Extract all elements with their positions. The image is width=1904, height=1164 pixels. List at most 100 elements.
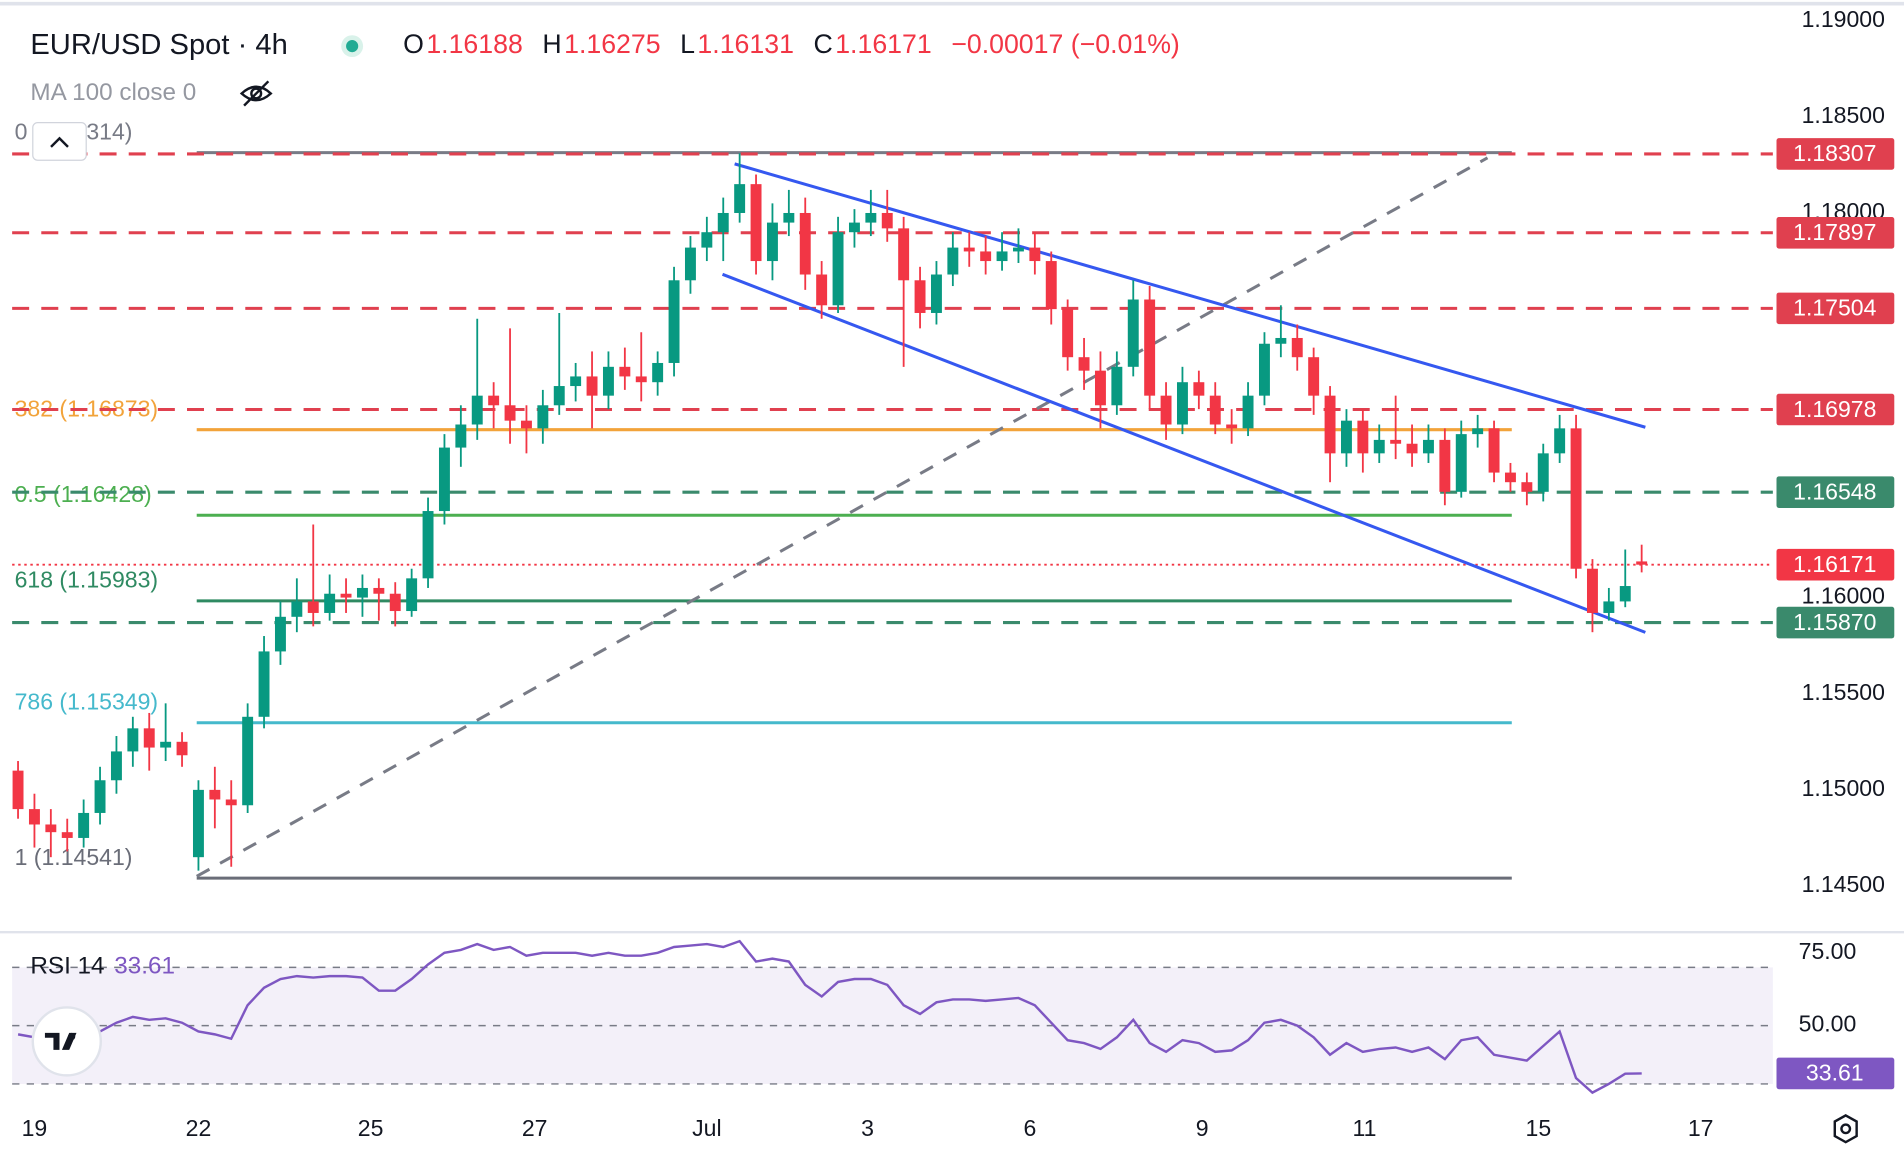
candle-body xyxy=(192,789,204,858)
candle-body xyxy=(1390,439,1402,444)
fib-trend-line xyxy=(195,156,1489,878)
quote-label: C xyxy=(813,29,832,59)
y-tick-label: 1.15500 xyxy=(1802,679,1885,705)
quote-change: −0.00017 (−0.01%) xyxy=(951,29,1180,59)
candle-body xyxy=(373,587,385,594)
candle-body xyxy=(504,405,516,421)
candle-body xyxy=(1537,453,1549,492)
candle-body xyxy=(1521,482,1533,492)
candle-body xyxy=(750,184,762,262)
candle-body xyxy=(406,578,418,612)
candle-body xyxy=(160,741,172,748)
candle-body xyxy=(1422,439,1434,454)
candle-body xyxy=(537,405,549,429)
front-layer: 1.145001.150001.155001.160001.180001.185… xyxy=(12,6,1895,1141)
candle-body xyxy=(980,251,992,262)
price-level-badge xyxy=(1776,606,1895,639)
fib-label: 1 (1.14541) xyxy=(15,844,133,870)
candle-body xyxy=(1340,420,1352,454)
price-level-label: 1.17504 xyxy=(1793,295,1877,321)
fib-label: 786 (1.15349) xyxy=(15,688,159,714)
candle-body xyxy=(324,593,336,613)
candle-body xyxy=(78,812,90,838)
price-level-badge xyxy=(1776,138,1895,170)
y-tick-label: 1.14500 xyxy=(1802,871,1885,897)
candle-body xyxy=(619,366,631,377)
channel-lower xyxy=(721,272,1646,634)
quote-value: 1.16171 xyxy=(835,29,931,59)
candle-body xyxy=(209,789,221,800)
collapse-chevron xyxy=(50,136,69,148)
price-level-label: 1.18307 xyxy=(1793,140,1876,166)
quote-value: 1.16275 xyxy=(564,29,660,59)
x-tick-label: 19 xyxy=(22,1115,48,1141)
candle-body xyxy=(520,420,532,429)
candle-body xyxy=(438,447,450,512)
x-tick-label: 15 xyxy=(1526,1115,1552,1141)
candle-body xyxy=(1308,357,1320,396)
quote-value: 1.16188 xyxy=(426,29,522,59)
candle-body xyxy=(881,212,893,229)
x-tick-label: Jul xyxy=(692,1115,721,1141)
candle-body xyxy=(45,824,57,833)
collapse-button[interactable] xyxy=(32,121,87,161)
price-level-label: 1.15870 xyxy=(1793,609,1876,635)
candle-body xyxy=(996,251,1008,262)
price-level-badge xyxy=(1776,393,1895,426)
y-tick-label: 1.18500 xyxy=(1802,102,1885,128)
candle-body xyxy=(1209,395,1221,425)
fib-label: 0.5 (1.16428) xyxy=(15,481,152,507)
candle-body xyxy=(1176,382,1188,425)
candle-body xyxy=(1586,568,1598,613)
candle-body xyxy=(766,222,778,262)
candle-body xyxy=(61,832,73,838)
x-tick-label: 17 xyxy=(1688,1115,1714,1141)
candle-body xyxy=(1373,439,1385,454)
candle-body xyxy=(1193,382,1205,396)
candle-body xyxy=(1275,337,1287,344)
rsi-last-label: 33.61 xyxy=(1806,1060,1864,1086)
status-dot xyxy=(346,40,359,53)
candle-body xyxy=(1406,443,1418,454)
rsi-line xyxy=(17,939,1642,1095)
rsi-tick-label: 50.00 xyxy=(1799,1011,1857,1037)
candle-body xyxy=(652,362,664,383)
candle-body xyxy=(914,280,926,313)
candle-body xyxy=(258,651,270,717)
rsi-legend: RSI 14 33.61 xyxy=(30,953,175,980)
price-level-label: 1.16978 xyxy=(1793,396,1876,422)
candle-body xyxy=(471,395,483,425)
candle-body xyxy=(455,424,467,448)
hide-icon[interactable] xyxy=(239,80,273,107)
candle-body xyxy=(12,770,24,810)
candle-body xyxy=(1062,309,1074,358)
candle-body xyxy=(717,212,729,233)
candle-body xyxy=(1439,439,1451,492)
candle-body xyxy=(1619,586,1631,602)
reset-button[interactable] xyxy=(1833,1114,1858,1144)
candle-body xyxy=(389,593,401,612)
candle-body xyxy=(340,593,352,598)
candle-body xyxy=(1636,561,1648,565)
overlay-label: MA 100 close 0 xyxy=(30,79,196,106)
x-tick-label: 6 xyxy=(1024,1115,1037,1141)
candle-body xyxy=(1111,366,1123,406)
candle-body xyxy=(274,616,286,652)
candle-body xyxy=(1127,299,1139,367)
candle-body xyxy=(1504,472,1516,483)
x-tick-label: 25 xyxy=(358,1115,384,1141)
candle-body xyxy=(1012,247,1024,252)
candle-body xyxy=(1094,370,1106,406)
candle-body xyxy=(488,395,500,406)
candle-body xyxy=(865,212,877,223)
candle-body xyxy=(356,587,368,598)
chart-title: EUR/USD Spot · 4h xyxy=(30,29,287,61)
candle-body xyxy=(143,728,155,748)
price-level-badge xyxy=(1776,217,1895,249)
candle-body xyxy=(1078,357,1090,371)
x-tick-label: 22 xyxy=(186,1115,212,1141)
candle-body xyxy=(28,809,40,825)
candle-body xyxy=(701,232,713,248)
